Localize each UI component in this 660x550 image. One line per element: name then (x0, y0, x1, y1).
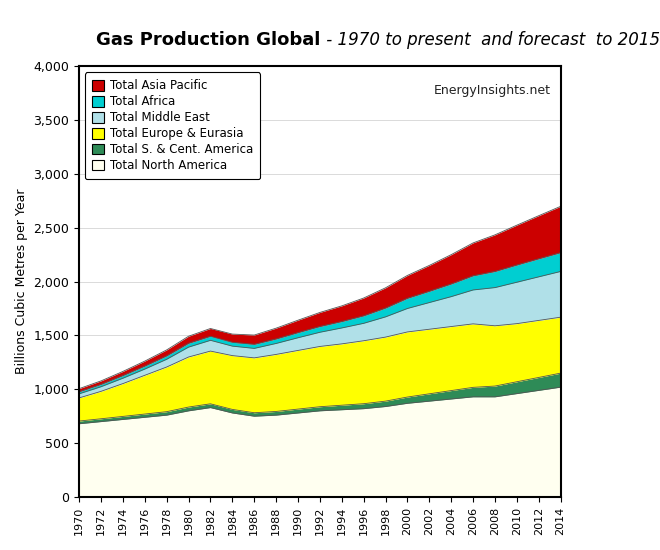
Text: EnergyInsights.net: EnergyInsights.net (434, 84, 551, 97)
Y-axis label: Billions Cubic Metres per Year: Billions Cubic Metres per Year (15, 189, 28, 375)
Text: Gas Production Global: Gas Production Global (96, 31, 320, 49)
Text: - 1970 to present  and forecast  to 2015: - 1970 to present and forecast to 2015 (321, 31, 660, 49)
Legend: Total Asia Pacific, Total Africa, Total Middle East, Total Europe & Eurasia, Tot: Total Asia Pacific, Total Africa, Total … (85, 73, 260, 179)
